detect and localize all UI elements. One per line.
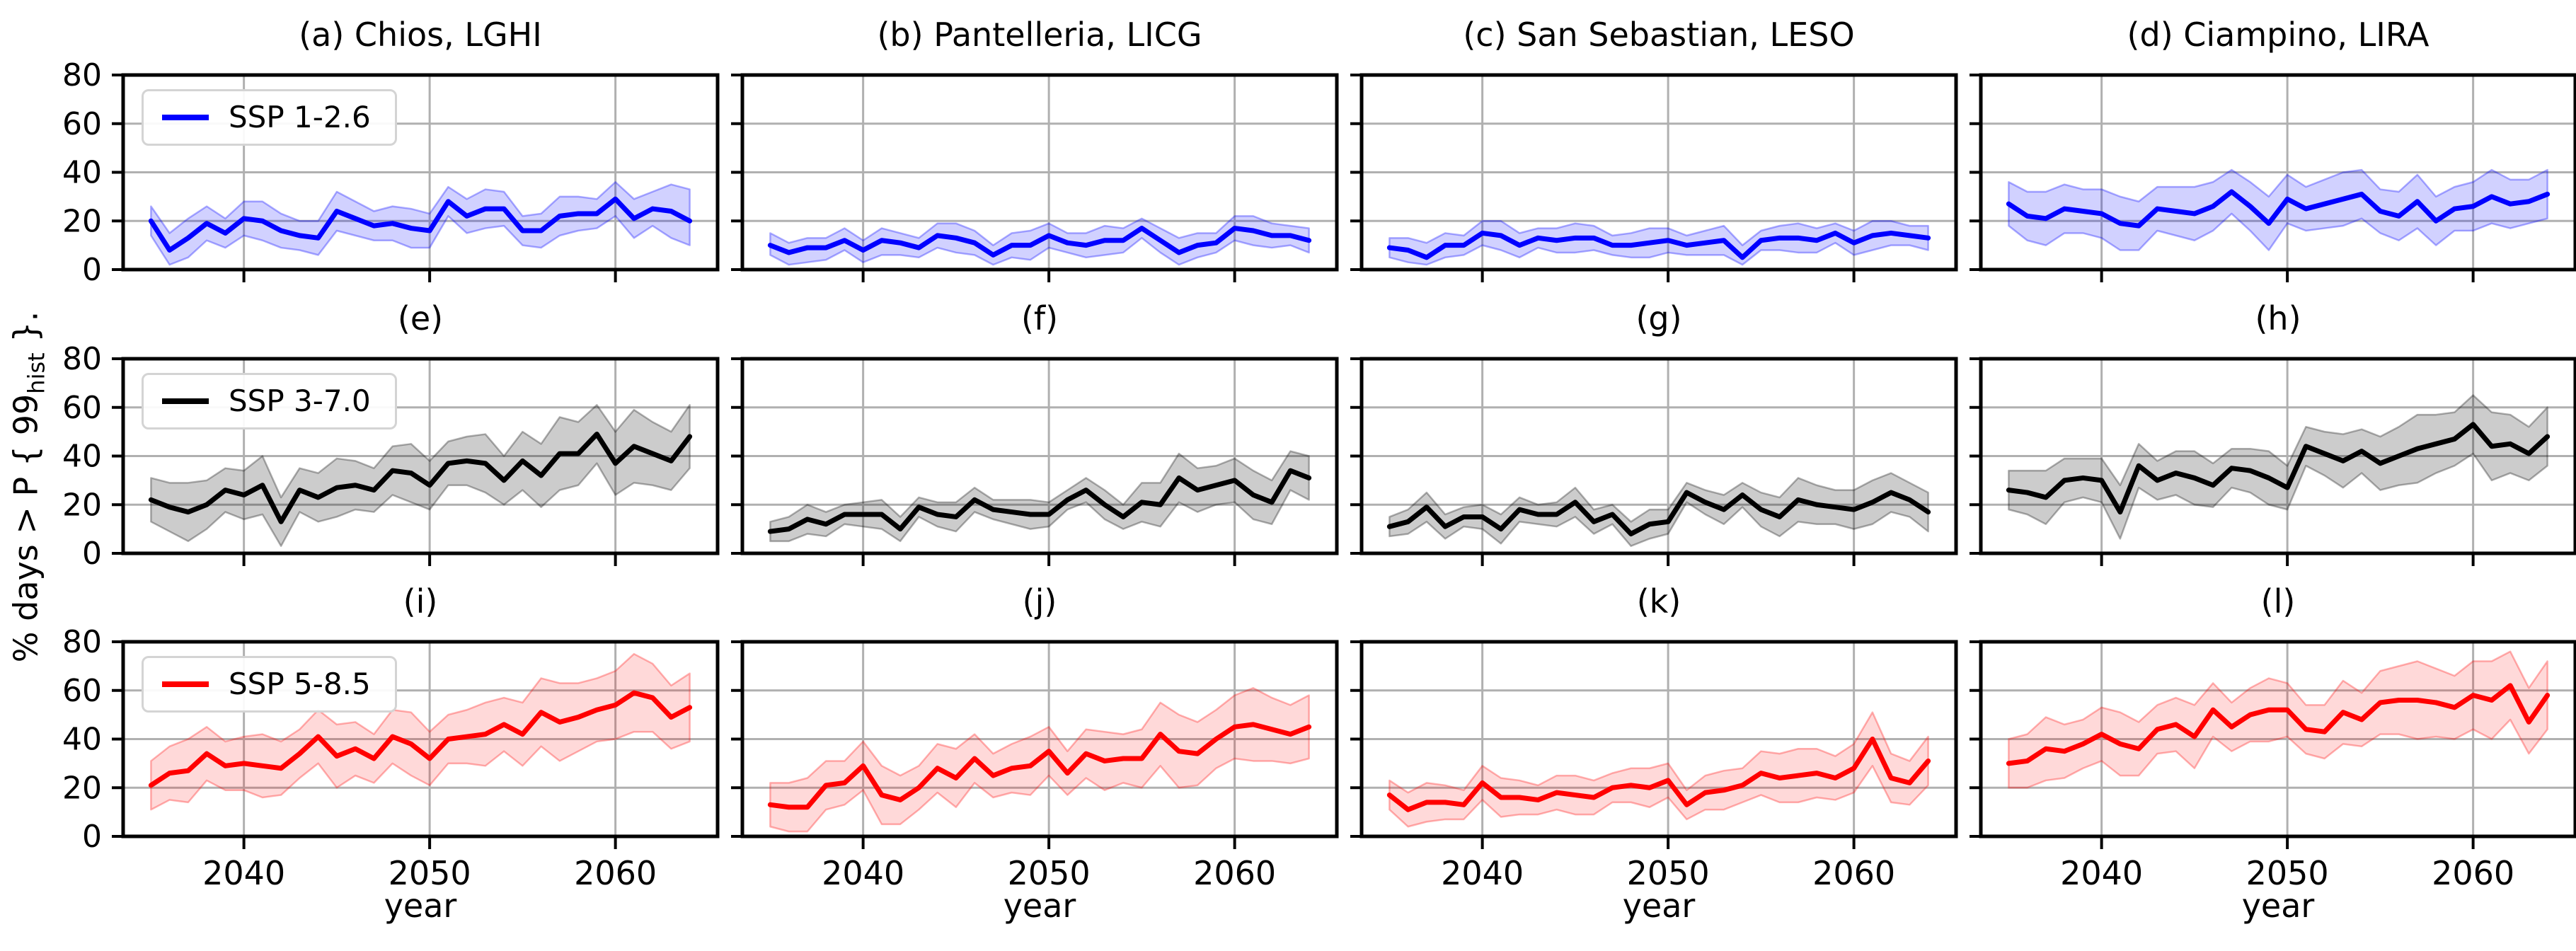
legend-line-sample [162,681,209,687]
svg-text:60: 60 [62,673,102,709]
plot-canvas: 2040 2050 2060 [1970,640,2576,892]
svg-text:2060: 2060 [1812,854,1895,892]
panel-l-ciampino-ssp585: (l) 2040 2050 2060 year [1970,582,2576,925]
panel-i-chios-ssp585: (i) 0 20 40 60 80 2040 2050 2060 SSP 5-8.5 year [62,582,720,925]
x-axis-label: year [384,887,457,925]
panel-k-san-sebastian-ssp585: (k) 2040 2050 2060 year [1350,582,1958,925]
legend-ssp126: SSP 1-2.6 [142,89,397,146]
svg-text:2050: 2050 [2246,854,2329,892]
panel-h-ciampino-ssp370: (h) [1970,299,2576,566]
svg-text:2040: 2040 [2060,854,2143,892]
legend-line-sample [162,115,209,120]
plot-canvas [1350,357,1958,566]
panel-title: (k) [1636,582,1681,621]
plot-canvas [731,357,1339,566]
svg-text:60: 60 [62,390,102,426]
svg-text:0: 0 [82,252,102,288]
y-axis-label: % days > P { 99hist }. [6,311,50,662]
svg-text:2040: 2040 [1441,854,1524,892]
panel-a-chios-ssp126: (a) Chios, LGHI 0 20 40 60 80 SSP 1-2.6 [62,16,720,288]
svg-text:20: 20 [62,487,102,523]
legend-label: SSP 3-7.0 [229,384,371,418]
y-axis-label-suffix: }. [6,311,45,353]
panel-f-pantelleria-ssp370: (f) [731,299,1339,566]
panel-j-pantelleria-ssp585: (j) 2040 2050 2060 year [731,582,1339,925]
panel-title: (d) Ciampino, LIRA [2127,16,2430,54]
panel-title: (l) [2260,582,2296,621]
plot-canvas [1970,73,2576,282]
panel-title: (g) [1635,299,1682,338]
x-axis-label: year [2241,887,2315,925]
panel-title: (e) [397,299,444,338]
svg-text:80: 80 [62,57,102,93]
panel-title: (h) [2255,299,2301,338]
x-axis-label: year [1622,887,1696,925]
panel-title: (i) [403,582,438,621]
svg-text:40: 40 [62,439,102,475]
y-axis-label-subscript: hist [23,352,50,394]
svg-text:60: 60 [62,106,102,142]
svg-text:2040: 2040 [202,854,285,892]
plot-canvas: 2040 2050 2060 [731,640,1339,892]
panel-title: (c) San Sebastian, LESO [1463,16,1855,54]
plot-canvas [731,73,1339,282]
svg-text:20: 20 [62,203,102,239]
svg-text:2050: 2050 [389,854,471,892]
svg-text:2050: 2050 [1627,854,1710,892]
legend-ssp370: SSP 3-7.0 [142,373,397,430]
svg-text:0: 0 [82,819,102,855]
svg-text:2040: 2040 [822,854,904,892]
legend-label: SSP 5-8.5 [229,667,371,701]
svg-text:40: 40 [62,155,102,191]
plot-canvas: 0 20 40 60 80 [62,341,720,572]
y-axis-label-text: % days > P { 99 [6,393,45,663]
svg-text:20: 20 [62,770,102,806]
plot-canvas [1350,73,1958,282]
panel-c-san-sebastian-ssp126: (c) San Sebastian, LESO [1350,16,1958,282]
panel-d-ciampino-ssp126: (d) Ciampino, LIRA [1970,16,2576,282]
panel-e-chios-ssp370: (e) 0 20 40 60 80 SSP 3-7.0 [62,299,720,572]
legend-line-sample [162,398,209,404]
legend-ssp585: SSP 5-8.5 [142,656,397,713]
panel-title: (f) [1020,299,1059,338]
svg-text:2060: 2060 [574,854,657,892]
plot-canvas [1970,357,2576,566]
panel-title: (j) [1022,582,1057,621]
svg-text:0: 0 [82,536,102,572]
svg-text:40: 40 [62,722,102,758]
panel-title: (a) Chios, LGHI [299,16,542,54]
plot-canvas: 2040 2050 2060 [1350,640,1958,892]
panel-title: (b) Pantelleria, LICG [877,16,1202,54]
legend-label: SSP 1-2.6 [229,100,371,134]
svg-text:2050: 2050 [1008,854,1091,892]
panel-g-san-sebastian-ssp370: (g) [1350,299,1958,566]
svg-text:2060: 2060 [1193,854,1276,892]
panel-b-pantelleria-ssp126: (b) Pantelleria, LICG [731,16,1339,282]
svg-text:2060: 2060 [2432,854,2514,892]
svg-text:80: 80 [62,624,102,660]
x-axis-label: year [1003,887,1076,925]
svg-text:80: 80 [62,341,102,377]
